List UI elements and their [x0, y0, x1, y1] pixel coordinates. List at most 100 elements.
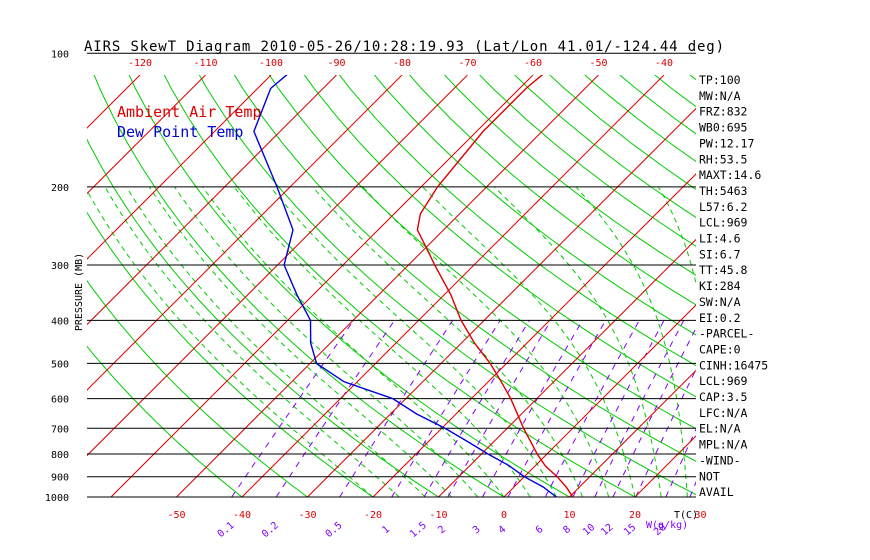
- index-row: NOT: [699, 469, 720, 483]
- pressure-label: 100: [51, 49, 69, 60]
- dry-adiabat: [163, 75, 636, 497]
- mixing-ratio-tick: 0.5: [324, 520, 345, 540]
- dry-adiabat: [87, 138, 439, 497]
- dry-adiabat: [479, 75, 696, 247]
- bottom-temp-tick: 0: [501, 510, 507, 521]
- pressure-label: 800: [51, 450, 69, 461]
- index-row: LCL:969: [699, 374, 748, 388]
- mixing-ratio-tick: 4: [497, 524, 509, 536]
- index-row: CINH:16475: [699, 358, 768, 372]
- isotherms: [87, 75, 696, 497]
- moist-adiabat: [766, 187, 788, 497]
- index-row: -WIND-: [699, 453, 741, 467]
- bottom-temp-tick: -30: [298, 510, 316, 521]
- top-temperature-ticks: -120 -110 -100 -90 -80 -70 -60 -50 -40: [128, 58, 673, 69]
- dry-adiabat: [408, 75, 696, 306]
- legend-temperature: Ambient Air Temp: [117, 103, 262, 121]
- index-row: MPL:N/A: [699, 438, 748, 452]
- pressure-label: 700: [51, 424, 69, 435]
- isotherm: [110, 75, 534, 497]
- index-row: AVAIL: [699, 485, 734, 499]
- mixing-ratio-unit: W(g/kg): [646, 520, 688, 531]
- index-row: SI:6.7: [699, 247, 741, 261]
- pressure-label: 500: [51, 359, 69, 370]
- index-row: SW:N/A: [699, 295, 741, 309]
- y-axis-label: PRESSURE (MB): [74, 253, 85, 331]
- mixing-ratio-tick: 6: [534, 524, 546, 536]
- moist-adiabat: [174, 186, 479, 497]
- pressure-label: 200: [51, 183, 69, 194]
- mixing-ratio-tick: 0.1: [216, 520, 237, 540]
- dry-adiabat: [798, 53, 870, 497]
- moist-adiabat: [312, 186, 584, 497]
- top-temp-tick: -40: [655, 58, 673, 69]
- dry-adiabat: [198, 75, 696, 496]
- dry-adiabat: [338, 75, 696, 367]
- dry-adiabat: [689, 75, 696, 81]
- index-row: TP:100: [699, 73, 741, 87]
- index-row: -PARCEL-: [699, 327, 754, 341]
- mixing-ratio-tick: 0.2: [260, 520, 281, 540]
- dry-adiabat: [93, 75, 505, 497]
- mixing-ratio-line: [612, 327, 696, 497]
- dry-adiabat: [654, 75, 696, 108]
- pressure-labels: 100 200 300 400 500 600 700 800 900 1000: [45, 49, 69, 504]
- dry-adiabat: [866, 53, 870, 497]
- dry-adiabat: [443, 75, 696, 276]
- mixing-ratio-tick: 2: [436, 524, 448, 536]
- top-temp-tick: -120: [128, 58, 152, 69]
- index-row: RH:53.5: [699, 152, 747, 166]
- isotherm: [87, 75, 403, 391]
- pressure-label: 900: [51, 473, 69, 484]
- moist-adiabat: [148, 186, 452, 497]
- isotherm: [87, 75, 272, 260]
- dry-adiabat: [730, 53, 870, 497]
- mixing-ratio-ticks: 0.1 0.2 0.5 1 1.5 2 3 4 6 8 10 12 15 20W(g/kg): [216, 520, 689, 540]
- index-row: FRZ:832: [699, 105, 747, 119]
- dry-adiabat: [128, 75, 570, 497]
- index-row: CAPE:0: [699, 342, 741, 356]
- legend-dewpoint: Dew Point Temp: [117, 123, 243, 141]
- pressure-label: 1000: [45, 493, 69, 504]
- mixing-ratio-tick: 15: [622, 522, 638, 538]
- dry-adiabat: [87, 280, 308, 497]
- bottom-temp-tick: 10: [563, 510, 575, 521]
- top-temp-tick: -50: [589, 58, 607, 69]
- isotherm: [87, 75, 206, 195]
- isotherm: [503, 304, 696, 497]
- mixing-ratio-tick: 1: [380, 524, 392, 536]
- index-row: TH:5463: [699, 184, 748, 198]
- moist-adiabat: [87, 189, 374, 497]
- sounding-series: [253, 75, 574, 497]
- pressure-label: 600: [51, 395, 69, 406]
- pressure-label: 400: [51, 316, 69, 327]
- mixing-ratio-tick: 3: [471, 524, 483, 536]
- dewpoint-profile-line: [253, 75, 557, 497]
- bottom-temp-tick: -50: [167, 510, 185, 521]
- index-row: MAXT:14.6: [699, 168, 761, 182]
- index-row: WB0:695: [699, 121, 747, 135]
- mixing-ratio-line: [742, 320, 816, 497]
- mixing-ratio-tick: 8: [561, 524, 573, 536]
- moist-adiabat: [125, 186, 426, 497]
- bottom-temp-tick: -40: [233, 510, 251, 521]
- mixing-ratio-tick: 10: [581, 522, 597, 538]
- legend: Ambient Air Temp Dew Point Temp: [117, 103, 262, 141]
- top-temp-tick: -110: [193, 58, 217, 69]
- temperature-profile-line: [416, 75, 574, 497]
- index-row: LCL:969: [699, 216, 748, 230]
- top-temp-tick: -90: [327, 58, 345, 69]
- index-row: LFC:N/A: [699, 406, 748, 420]
- isobars: [87, 52, 696, 498]
- chart-title: AIRS SkewT Diagram 2010-05-26/10:28:19.9…: [84, 39, 724, 55]
- bottom-temp-tick: -10: [429, 510, 447, 521]
- isotherm: [569, 369, 696, 497]
- dry-adiabats: [87, 53, 870, 497]
- dry-adiabat: [373, 75, 696, 336]
- index-row: TT:45.8: [699, 263, 748, 277]
- pressure-label: 300: [51, 261, 69, 272]
- mixing-ratio-tick: 12: [599, 522, 615, 538]
- isotherm: [241, 75, 665, 497]
- top-temp-tick: -100: [259, 58, 283, 69]
